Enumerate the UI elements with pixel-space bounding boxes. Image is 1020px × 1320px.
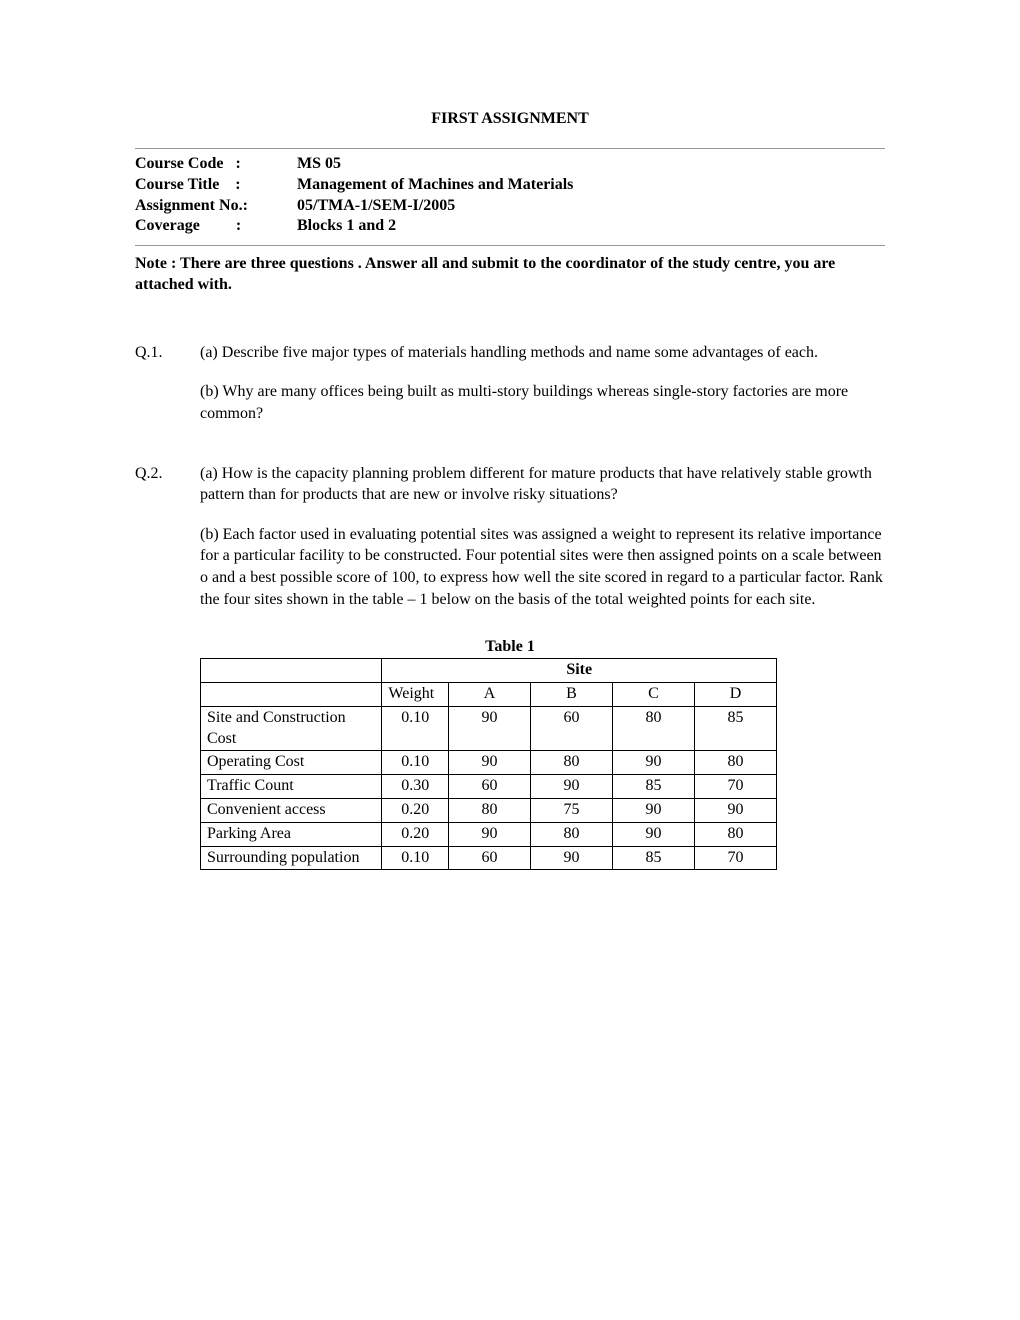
factor-cell: Surrounding population [201, 846, 382, 870]
table-row: Parking Area 0.20 90 80 90 80 [201, 822, 777, 846]
site-b-cell: 80 [531, 751, 613, 775]
site-a-cell: 60 [449, 775, 531, 799]
assignment-no-row: Assignment No.: 05/TMA-1/SEM-I/2005 [135, 196, 885, 217]
factor-cell: Parking Area [201, 822, 382, 846]
site-d-cell: 85 [694, 706, 776, 751]
table-row: Site and Construction Cost 0.10 90 60 80… [201, 706, 777, 751]
q1-part-b: (b) Why are many offices being built as … [200, 381, 885, 424]
coverage-row: Coverage : Blocks 1 and 2 [135, 216, 885, 237]
site-c-cell: 90 [612, 798, 694, 822]
course-code-label: Course Code : [135, 154, 297, 175]
q1-number: Q.1. [135, 342, 200, 443]
site-b-cell: 60 [531, 706, 613, 751]
site-a-cell: 90 [449, 822, 531, 846]
course-title-row: Course Title : Management of Machines an… [135, 175, 885, 196]
question-1: Q.1. (a) Describe five major types of ma… [135, 342, 885, 443]
note-text: Note : There are three questions . Answe… [135, 252, 885, 302]
site-a-cell: 80 [449, 798, 531, 822]
factor-cell: Traffic Count [201, 775, 382, 799]
table-row: Convenient access 0.20 80 75 90 90 [201, 798, 777, 822]
site-a-cell: 90 [449, 751, 531, 775]
assignment-no-value: 05/TMA-1/SEM-I/2005 [297, 196, 885, 217]
q1-body: (a) Describe five major types of materia… [200, 342, 885, 443]
coverage-label: Coverage : [135, 216, 297, 237]
weight-cell: 0.30 [382, 775, 449, 799]
table-caption: Table 1 [135, 638, 885, 656]
site-header: Site [382, 659, 777, 683]
factor-cell: Operating Cost [201, 751, 382, 775]
site-d-cell: 80 [694, 822, 776, 846]
coverage-value: Blocks 1 and 2 [297, 216, 885, 237]
weight-cell: 0.20 [382, 822, 449, 846]
site-c-cell: 90 [612, 822, 694, 846]
course-title-value: Management of Machines and Materials [297, 175, 885, 196]
course-code-value: MS 05 [297, 154, 885, 175]
q1-part-a: (a) Describe five major types of materia… [200, 342, 885, 364]
col-c: C [612, 682, 694, 706]
col-weight: Weight [382, 682, 449, 706]
site-c-cell: 90 [612, 751, 694, 775]
table-row: Operating Cost 0.10 90 80 90 80 [201, 751, 777, 775]
assignment-no-label: Assignment No.: [135, 196, 297, 217]
course-code-row: Course Code : MS 05 [135, 154, 885, 175]
site-a-cell: 60 [449, 846, 531, 870]
questions-section: Q.1. (a) Describe five major types of ma… [135, 342, 885, 618]
site-c-cell: 85 [612, 775, 694, 799]
site-a-cell: 90 [449, 706, 531, 751]
q2-part-a: (a) How is the capacity planning problem… [200, 463, 885, 506]
weight-cell: 0.10 [382, 751, 449, 775]
factor-cell: Convenient access [201, 798, 382, 822]
site-d-cell: 80 [694, 751, 776, 775]
course-info-section: Course Code : MS 05 Course Title : Manag… [135, 148, 885, 246]
site-c-cell: 80 [612, 706, 694, 751]
table-row: Traffic Count 0.30 60 90 85 70 [201, 775, 777, 799]
site-b-cell: 80 [531, 822, 613, 846]
question-2: Q.2. (a) How is the capacity planning pr… [135, 463, 885, 619]
col-a: A [449, 682, 531, 706]
q2-number: Q.2. [135, 463, 200, 619]
site-d-cell: 70 [694, 775, 776, 799]
site-b-cell: 90 [531, 846, 613, 870]
factor-cell: Site and Construction Cost [201, 706, 382, 751]
q2-part-b: (b) Each factor used in evaluating poten… [200, 524, 885, 610]
site-d-cell: 90 [694, 798, 776, 822]
weight-cell: 0.20 [382, 798, 449, 822]
blank-cell [201, 659, 382, 683]
weight-cell: 0.10 [382, 706, 449, 751]
page-title: FIRST ASSIGNMENT [135, 110, 885, 128]
weight-cell: 0.10 [382, 846, 449, 870]
site-b-cell: 90 [531, 775, 613, 799]
table-header-row-2: Weight A B C D [201, 682, 777, 706]
col-b: B [531, 682, 613, 706]
site-table: Site Weight A B C D Site and Constructio… [200, 658, 777, 870]
site-b-cell: 75 [531, 798, 613, 822]
q2-body: (a) How is the capacity planning problem… [200, 463, 885, 619]
col-d: D [694, 682, 776, 706]
table-row: Surrounding population 0.10 60 90 85 70 [201, 846, 777, 870]
blank-cell [201, 682, 382, 706]
course-title-label: Course Title : [135, 175, 297, 196]
site-c-cell: 85 [612, 846, 694, 870]
site-d-cell: 70 [694, 846, 776, 870]
table-header-row-1: Site [201, 659, 777, 683]
